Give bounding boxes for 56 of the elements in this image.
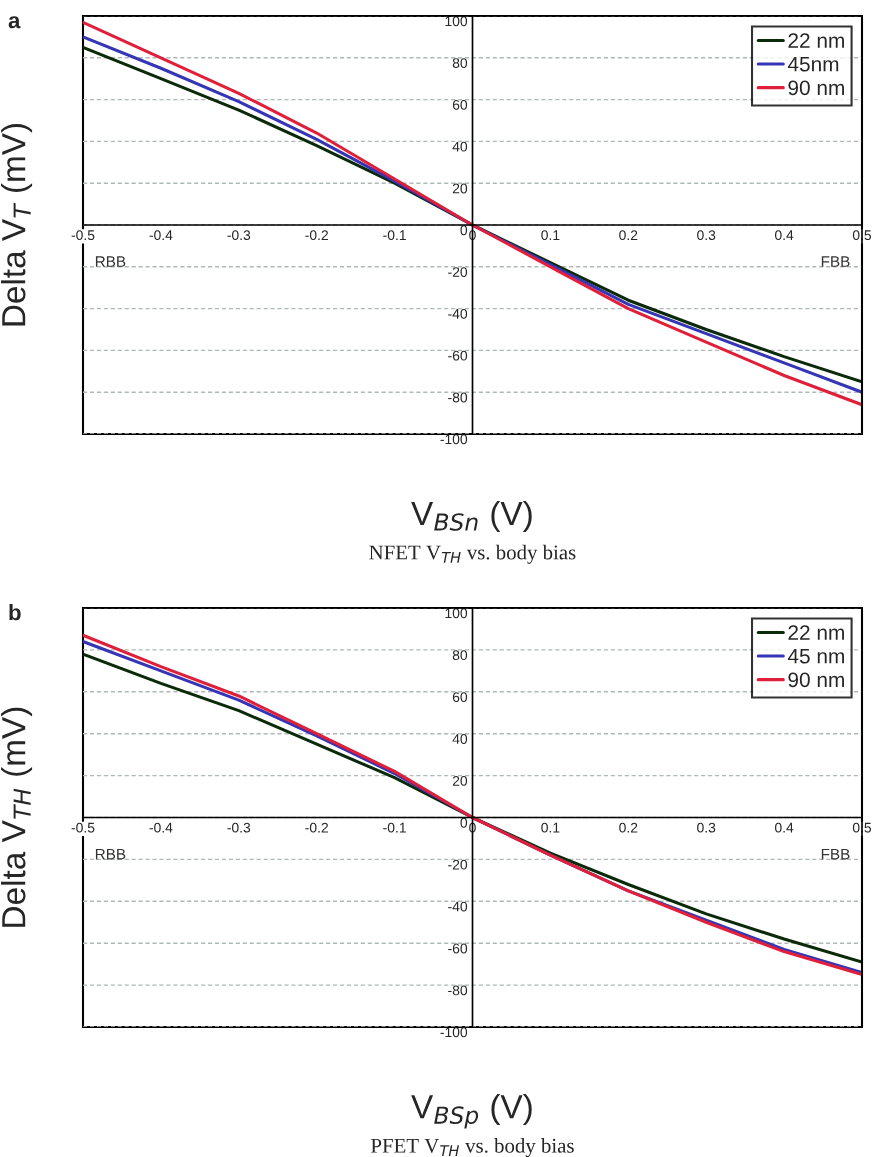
y-axis-title: Delta V$_{T}$ (mV) <box>1 123 33 326</box>
x-tick-label: -0.1 <box>383 230 406 241</box>
x-tick-label: -0.2 <box>305 822 328 833</box>
x-tick-label: 0.3 <box>697 230 716 241</box>
y-tick-label: 40 <box>452 141 468 152</box>
x-axis-title: V$_{BSp}$ (V) <box>411 1094 532 1129</box>
y-tick-label: 20 <box>452 183 468 194</box>
y-tick-label: 80 <box>452 58 468 68</box>
y-tick-label: 100 <box>445 16 468 27</box>
y-tick-label: 100 <box>445 608 468 619</box>
x-tick-label: -0.1 <box>383 822 406 833</box>
text: PFET V$_{TH}$ vs. body bias <box>371 1138 574 1157</box>
legend-label: 22 nm <box>788 625 844 640</box>
legend-label: 22 nm <box>788 33 844 48</box>
legend-label: 45nm <box>787 57 839 72</box>
x-tick-label: 0.3 <box>697 822 716 833</box>
y-tick-label: -40 <box>448 308 468 319</box>
annotation: RBB <box>95 256 126 267</box>
y-tick-label: -80 <box>448 985 468 996</box>
y-tick-label: -80 <box>448 392 468 403</box>
x-tick-label: -0.3 <box>227 822 251 833</box>
legend-label: 45 nm <box>787 649 844 664</box>
x-tick-label: -0.3 <box>227 230 251 241</box>
annotation: FBB <box>821 256 850 267</box>
y-tick-label: -100 <box>440 1027 468 1038</box>
x-tick-label: 0.4 <box>774 230 794 241</box>
y-tick-label: 60 <box>452 692 468 702</box>
chart-title: a <box>8 16 21 29</box>
x-tick-label: 0.2 <box>619 822 638 833</box>
x-tick-label: 0.1 <box>541 230 560 241</box>
y-tick-label: 60 <box>452 99 468 110</box>
y-tick-label: -100 <box>440 434 468 445</box>
y-tick-label: 20 <box>452 775 468 786</box>
x-tick-label: -0.4 <box>149 822 173 833</box>
y-tick-label: -60 <box>448 943 468 954</box>
x-tick-label: 0.1 <box>541 822 560 833</box>
y-axis-title: Delta V$_{TH}$ (mV) <box>1 707 33 927</box>
y-tick-label: -20 <box>448 267 468 277</box>
y-tick-label: -40 <box>448 901 468 912</box>
y-tick-label: -60 <box>448 350 468 361</box>
legend-label: 90 nm <box>788 672 844 688</box>
annotation: FBB <box>821 848 850 860</box>
x-tick-label: -0.5 <box>71 822 95 833</box>
x-tick-label: 0.2 <box>619 230 638 241</box>
x-axis-title: V$_{BSn}$ (V) <box>411 500 532 532</box>
x-tick-label: 0.4 <box>774 822 794 833</box>
text: NFET V$_{TH}$ vs. body bias <box>369 544 576 564</box>
chart-title: b <box>9 604 21 621</box>
x-tick-label: -0.5 <box>71 230 95 241</box>
annotation: RBB <box>95 848 126 860</box>
y-tick-label: 80 <box>452 650 468 661</box>
x-tick-label: -0.2 <box>305 230 328 241</box>
y-tick-label: 40 <box>452 734 468 744</box>
legend-label: 90 nm <box>788 80 844 96</box>
x-tick-label: -0.4 <box>149 230 173 241</box>
y-tick-label: -20 <box>448 859 468 870</box>
